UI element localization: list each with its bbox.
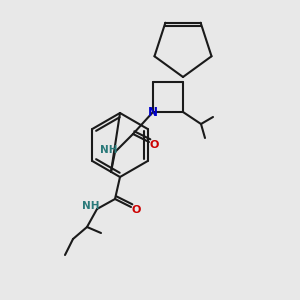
Text: NH: NH: [100, 145, 118, 155]
Text: O: O: [131, 205, 141, 215]
Text: NH: NH: [82, 201, 100, 211]
Text: N: N: [148, 106, 158, 118]
Text: O: O: [149, 140, 159, 150]
